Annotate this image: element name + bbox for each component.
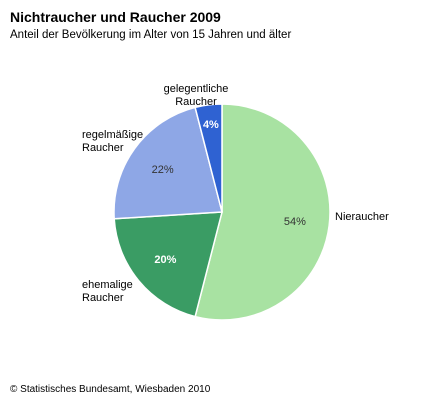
pie-slices <box>113 103 331 321</box>
category-label-nieraucher: Nieraucher <box>335 211 389 223</box>
category-label-gelegentliche-raucher: gelegentliche Raucher <box>164 83 229 108</box>
pie-chart: 54% 20% 22% 4% Nieraucher ehemalige Raucher re… <box>82 83 389 321</box>
source-note: © Statistisches Bundesamt, Wiesbaden 201… <box>10 384 211 395</box>
pie-slice-ehemalige-raucher <box>113 211 223 318</box>
chart-title: Nichtraucher und Raucher 2009 <box>10 9 221 25</box>
category-label-ehemalige-raucher: ehemalige Raucher <box>82 279 133 304</box>
pie-slice-nieraucher <box>194 103 331 321</box>
value-label-nieraucher: 54% <box>284 216 306 228</box>
category-label-regelm-ige-raucher: regelmäßige Raucher <box>82 129 143 154</box>
chart-subtitle: Anteil der Bevölkerung im Alter von 15 J… <box>10 29 292 41</box>
value-label-regelm-ige-raucher: 22% <box>152 164 174 176</box>
pie-category-labels: Nieraucher ehemalige Raucher regelmäßige Rau… <box>82 83 389 304</box>
value-label-gelegentliche-raucher: 4% <box>203 119 219 131</box>
pie-slice-regelm-ige-raucher <box>113 106 223 220</box>
pie-slice-gelegentliche-raucher <box>194 103 223 213</box>
pie-value-labels: 54% 20% 22% 4% <box>152 119 307 266</box>
value-label-ehemalige-raucher: 20% <box>154 254 176 266</box>
